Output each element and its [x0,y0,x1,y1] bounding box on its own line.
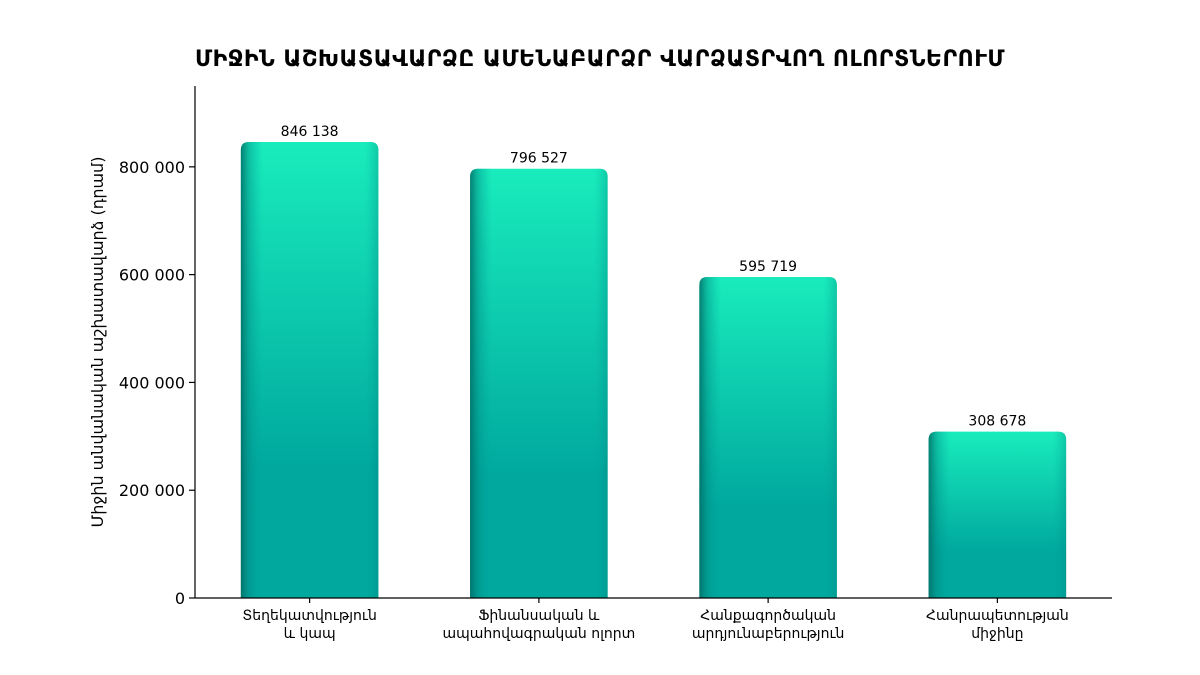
bar-value-label: 796 527 [510,151,568,167]
x-tick-label: և կապ [284,626,336,642]
bars: 846 138 796 527 595 719 308 678 [240,124,1067,599]
x-tick-label: Հանրապետության [926,608,1069,624]
bar-shading [470,168,608,598]
chart-title: ՄԻՋԻՆ ԱՇԽԱՏԱՎԱՐՁԸ ԱՄԵՆԱԲԱՐՁՐ ՎԱՐՁԱՏՐՎՈՂ … [195,47,1005,72]
y-tick-label: 400 000 [119,373,185,392]
x-tick-label: միջինը [971,626,1023,642]
x-tick-label: Ֆինանսական և [478,608,600,624]
y-tick-label: 800 000 [119,158,185,177]
y-axis-title: Միջին անվանական աշխատավարձ (դրամ) [88,157,107,528]
x-tick-label: արդյունաբերություն [692,626,845,642]
bar-value-label: 846 138 [281,124,339,140]
y-tick-label: 600 000 [119,266,185,285]
bar-value-label: 308 678 [968,414,1026,430]
bar-value-label: 595 719 [739,259,797,275]
y-tick-label: 200 000 [119,481,185,500]
x-tick-label: Տեղեկատվություն [242,608,376,624]
bar-shading [928,431,1067,598]
x-tick-label: ապահովագրական ոլորտ [442,626,635,642]
bar-shading [699,276,837,598]
bar-shading [240,141,379,599]
category-labels: Տեղեկատվություն և կապ Ֆինանսական և ապահովագ… [242,598,1069,642]
y-tick-label: 0 [175,589,185,608]
y-axis-ticks: 0 200 000 400 000 600 000 800 000 [119,158,195,608]
x-tick-label: Հանքագործական [700,608,836,624]
